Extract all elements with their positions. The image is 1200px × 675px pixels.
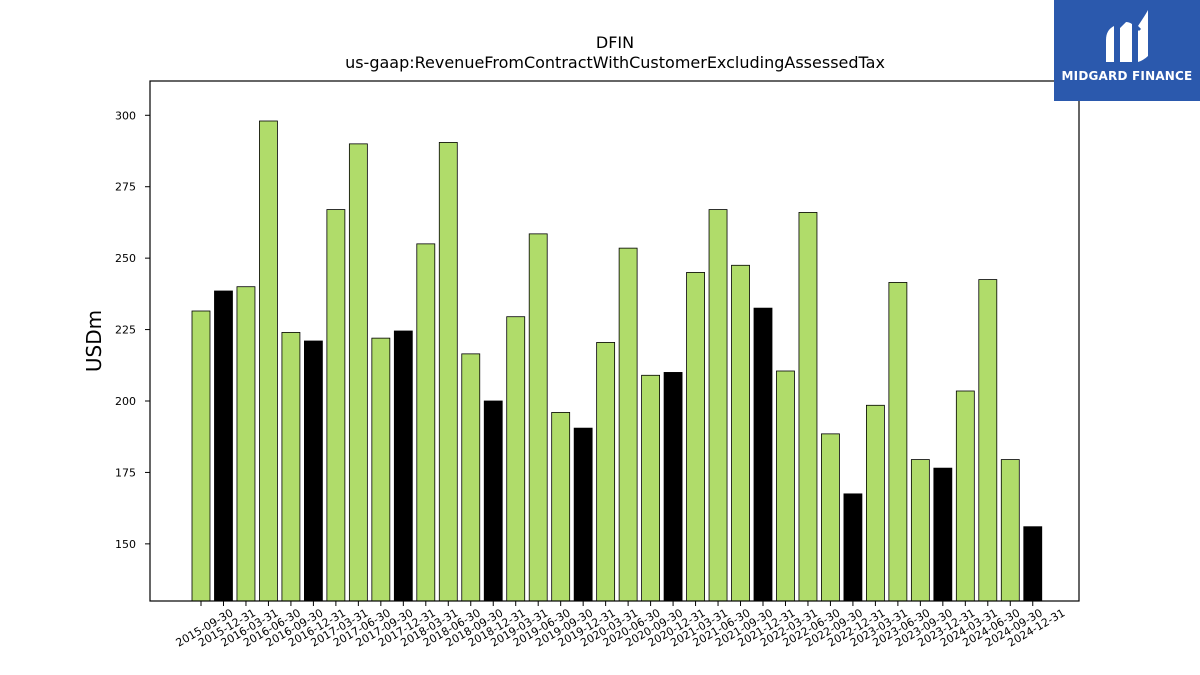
bar-2018-12-31 — [483, 400, 503, 602]
bar-2023-12-31 — [933, 467, 953, 602]
bar-2022-12-31 — [843, 493, 863, 602]
bar-2024-09-30 — [1000, 459, 1020, 602]
logo-text: MIDGARD FINANCE — [1061, 69, 1193, 83]
y-tick-label: 150 — [115, 538, 136, 551]
bar-2021-06-30 — [708, 209, 728, 602]
bar-2017-09-30 — [371, 337, 391, 602]
bar-2020-06-30 — [618, 247, 638, 602]
y-axis-label: USDm — [82, 310, 106, 372]
bar-2020-12-31 — [663, 372, 683, 602]
bar-2017-06-30 — [348, 143, 368, 602]
y-tick-label: 275 — [115, 181, 136, 194]
bar-2016-09-30 — [281, 332, 301, 602]
bar-2021-03-31 — [686, 272, 705, 602]
bar-2019-12-31 — [573, 427, 593, 602]
plot-frame — [149, 80, 1080, 602]
y-tick-label: 225 — [115, 324, 136, 337]
bar-2018-06-30 — [438, 142, 458, 602]
chart-subtitle: us-gaap:RevenueFromContractWithCustomerE… — [345, 53, 885, 72]
bar-2019-03-31 — [506, 316, 526, 602]
bars-group — [191, 120, 1043, 602]
bar-2019-09-30 — [551, 412, 571, 602]
y-tick-label: 300 — [115, 109, 136, 122]
bar-2017-12-31 — [393, 330, 413, 602]
bar-2016-12-31 — [303, 340, 323, 602]
bar-2024-06-30 — [978, 279, 998, 602]
y-tick-label: 175 — [115, 466, 136, 479]
bar-2015-09-30 — [191, 310, 211, 602]
bar-2018-09-30 — [461, 353, 481, 602]
bar-2019-06-30 — [528, 233, 548, 602]
bar-2020-09-30 — [641, 374, 660, 602]
y-axis-ticks: 150 175 200 225 250 275 300 — [115, 109, 150, 551]
bar-2015-12-31 — [214, 290, 233, 602]
bar-2024-12-31 — [1023, 526, 1043, 602]
bar-2022-03-31 — [776, 370, 795, 602]
bar-2016-06-30 — [259, 120, 278, 602]
bar-2018-03-31 — [416, 243, 436, 602]
x-axis-ticks: 2015-09-302015-12-312016-03-312016-06-30… — [174, 601, 1067, 650]
bar-2022-06-30 — [798, 212, 818, 602]
midgard-finance-logo: MIDGARD FINANCE — [1054, 0, 1200, 101]
bar-2024-03-31 — [955, 390, 975, 602]
midgard-m-icon — [1106, 10, 1148, 62]
bar-2016-03-31 — [236, 286, 256, 602]
bar-2023-03-31 — [866, 404, 885, 602]
bar-2021-09-30 — [731, 264, 750, 602]
chart-title: DFIN — [596, 33, 634, 52]
bar-2022-09-30 — [821, 433, 840, 602]
y-tick-label: 200 — [115, 395, 136, 408]
bar-2017-03-31 — [326, 209, 346, 602]
bar-2021-12-31 — [753, 307, 773, 602]
bar-2023-09-30 — [910, 459, 930, 602]
bar-2023-06-30 — [888, 282, 908, 602]
y-tick-label: 250 — [115, 252, 136, 265]
bar-2020-03-31 — [596, 342, 616, 602]
